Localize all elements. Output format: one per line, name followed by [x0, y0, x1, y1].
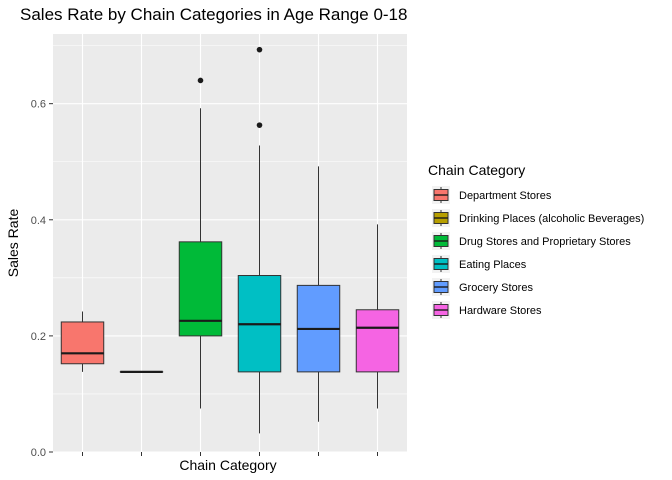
y-tick-label: 0.4: [31, 215, 46, 227]
box: [60, 321, 105, 365]
outlier-point: [256, 122, 263, 128]
y-tick-label: 0.6: [31, 99, 46, 111]
boxes: [60, 46, 400, 434]
legend-label: Grocery Stores: [459, 282, 533, 294]
legend-item: Grocery Stores: [432, 278, 533, 296]
plot-panel: [53, 34, 407, 452]
legend-item: Drug Stores and Proprietary Stores: [432, 232, 631, 250]
chart-title: Sales Rate by Chain Categories in Age Ra…: [20, 5, 407, 24]
legend-label: Drinking Places (alcoholic Beverages): [459, 213, 644, 225]
legend-label: Drug Stores and Proprietary Stores: [459, 236, 631, 248]
legend-item: Drinking Places (alcoholic Beverages): [432, 209, 644, 227]
outlier-point: [197, 77, 204, 84]
box-group: [237, 46, 282, 434]
box-group: [178, 77, 223, 409]
legend-item: Eating Places: [432, 255, 527, 273]
x-axis-title: Chain Category: [179, 457, 276, 473]
legend: Chain Category Department Stores Drinking…: [428, 162, 644, 319]
box-group: [355, 224, 400, 409]
legend-title: Chain Category: [428, 162, 525, 178]
legend-label: Eating Places: [459, 259, 527, 271]
y-axis: 0.0 0.2 0.4 0.6: [31, 99, 53, 459]
y-tick-label: 0.0: [31, 447, 46, 459]
x-axis: [82, 452, 378, 456]
y-axis-title: Sales Rate: [5, 209, 21, 278]
y-tick-label: 0.2: [31, 331, 46, 343]
legend-label: Hardware Stores: [459, 305, 542, 317]
legend-item: Hardware Stores: [432, 301, 542, 319]
box: [355, 309, 400, 373]
outlier-point: [256, 46, 263, 53]
legend-item: Department Stores: [432, 186, 552, 204]
box-group: [60, 311, 105, 372]
box-group: [296, 166, 341, 422]
legend-label: Department Stores: [459, 190, 552, 202]
